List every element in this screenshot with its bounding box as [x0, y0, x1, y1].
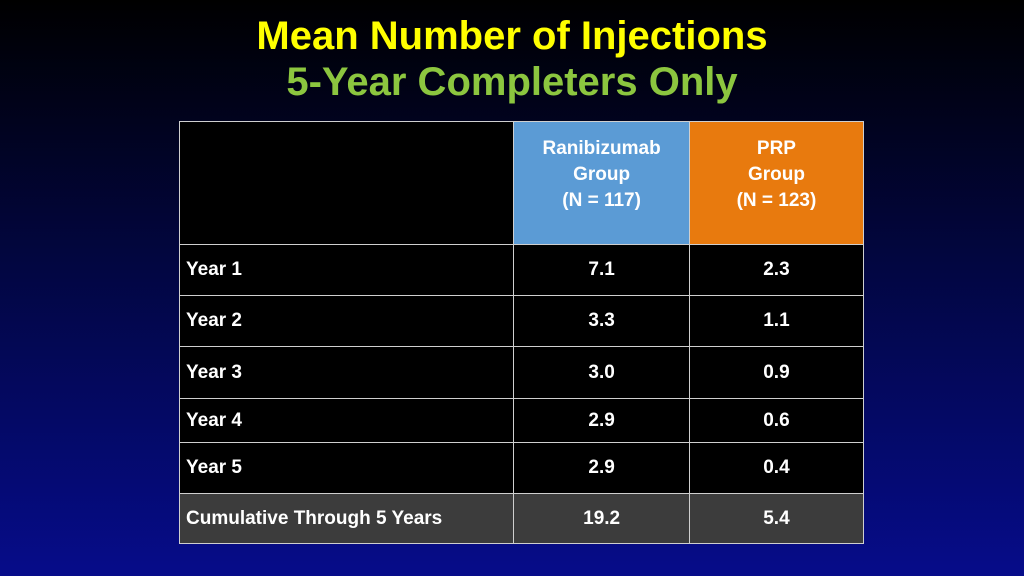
ranibizumab-value: 2.9	[513, 442, 690, 494]
header-prp-line-2: Group	[747, 164, 805, 185]
cumulative-row: Cumulative Through 5 Years 19.2 5.4	[178, 493, 865, 544]
row-label: Year 3	[178, 346, 515, 399]
header-prp-line-1: PRP	[756, 138, 796, 159]
table-row: Year 4 2.9 0.6	[178, 398, 865, 443]
prp-value: 0.6	[688, 398, 865, 443]
injections-table: Ranibizumab Group (N = 117) PRP Group (N…	[178, 121, 865, 544]
table-row: Year 1 7.1 2.3	[178, 244, 865, 296]
ranibizumab-value: 2.9	[513, 398, 690, 443]
cumulative-prp-value: 5.4	[688, 493, 865, 544]
slide-subtitle: 5-Year Completers Only	[286, 60, 738, 104]
header-ranibizumab-line-1: Ranibizumab	[542, 138, 661, 159]
header-blank-cell	[178, 121, 515, 245]
header-ranibizumab: Ranibizumab Group (N = 117)	[513, 121, 690, 245]
ranibizumab-value: 3.3	[513, 295, 690, 347]
cumulative-label: Cumulative Through 5 Years	[178, 493, 515, 544]
table-header-row: Ranibizumab Group (N = 117) PRP Group (N…	[178, 121, 865, 245]
row-label: Year 5	[178, 442, 515, 494]
table-row: Year 5 2.9 0.4	[178, 442, 865, 494]
prp-value: 2.3	[688, 244, 865, 296]
header-ranibizumab-line-3: (N = 117)	[562, 190, 641, 211]
table-row: Year 2 3.3 1.1	[178, 295, 865, 347]
prp-value: 0.4	[688, 442, 865, 494]
cumulative-ranibizumab-value: 19.2	[513, 493, 690, 544]
prp-value: 0.9	[688, 346, 865, 399]
header-prp: PRP Group (N = 123)	[688, 121, 865, 245]
ranibizumab-value: 3.0	[513, 346, 690, 399]
row-label: Year 1	[178, 244, 515, 296]
header-prp-line-3: (N = 123)	[736, 190, 817, 211]
row-label: Year 2	[178, 295, 515, 347]
slide-title: Mean Number of Injections	[256, 14, 768, 58]
row-label: Year 4	[178, 398, 515, 443]
header-ranibizumab-line-2: Group	[573, 164, 631, 185]
ranibizumab-value: 7.1	[513, 244, 690, 296]
prp-value: 1.1	[688, 295, 865, 347]
table-row: Year 3 3.0 0.9	[178, 346, 865, 399]
